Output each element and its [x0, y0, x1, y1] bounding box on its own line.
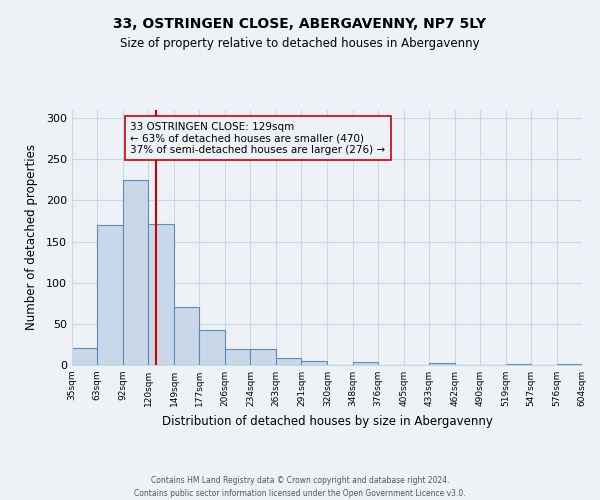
Bar — [97, 225, 123, 365]
Text: Size of property relative to detached houses in Abergavenny: Size of property relative to detached ho… — [120, 38, 480, 51]
Bar — [429, 364, 455, 365]
Bar — [506, 364, 531, 365]
Text: Contains public sector information licensed under the Open Government Licence v3: Contains public sector information licen… — [134, 489, 466, 498]
Text: 33, OSTRINGEN CLOSE, ABERGAVENNY, NP7 5LY: 33, OSTRINGEN CLOSE, ABERGAVENNY, NP7 5L… — [113, 18, 487, 32]
Bar — [301, 361, 328, 365]
Bar — [174, 308, 199, 365]
Bar — [72, 348, 97, 365]
Text: Contains HM Land Registry data © Crown copyright and database right 2024.: Contains HM Land Registry data © Crown c… — [151, 476, 449, 485]
Bar — [277, 358, 301, 365]
Bar — [250, 350, 277, 365]
Bar — [225, 348, 250, 365]
Y-axis label: Number of detached properties: Number of detached properties — [25, 144, 38, 330]
Bar — [123, 180, 148, 365]
Text: 33 OSTRINGEN CLOSE: 129sqm
← 63% of detached houses are smaller (470)
37% of sem: 33 OSTRINGEN CLOSE: 129sqm ← 63% of deta… — [130, 122, 385, 154]
Bar — [557, 364, 582, 365]
Bar — [148, 224, 174, 365]
Bar — [353, 362, 377, 365]
X-axis label: Distribution of detached houses by size in Abergavenny: Distribution of detached houses by size … — [161, 414, 493, 428]
Bar — [199, 330, 225, 365]
